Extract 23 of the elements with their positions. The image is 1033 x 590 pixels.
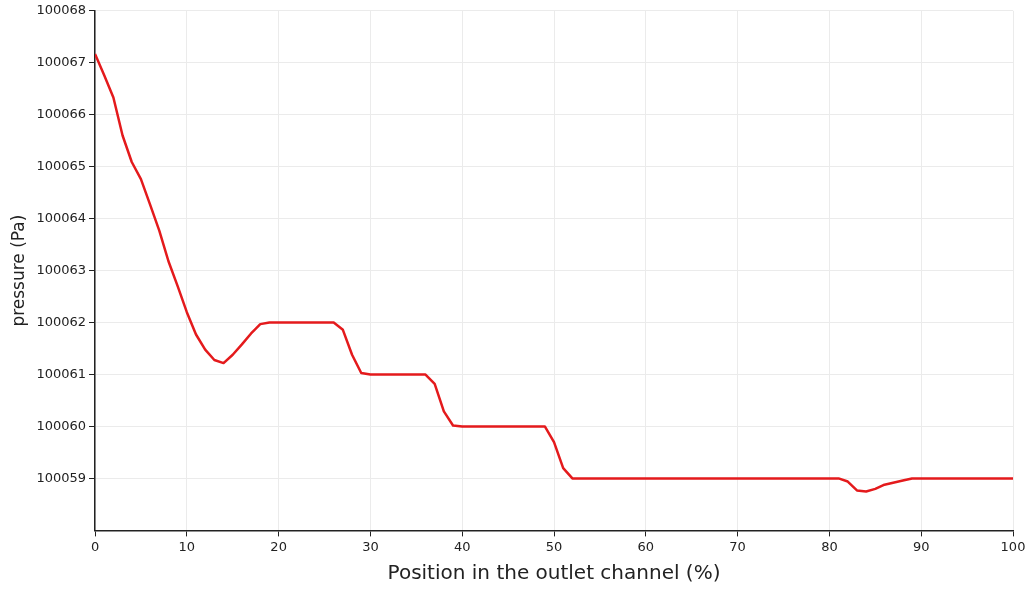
- x-tick-label: 30: [362, 538, 379, 554]
- y-tick-label: 100063: [36, 261, 87, 277]
- y-tick-label: 100061: [36, 365, 87, 381]
- y-tick-label: 100068: [36, 2, 87, 18]
- x-tick-label: 90: [912, 538, 930, 554]
- x-tick-label: 0: [90, 538, 100, 554]
- x-axis-title: Position in the outlet channel (%): [387, 560, 721, 585]
- y-tick-label: 100067: [36, 54, 87, 70]
- x-tick-label: 50: [545, 538, 563, 554]
- y-tick-label: 100060: [36, 417, 87, 433]
- x-tick-label: 10: [178, 538, 196, 554]
- y-tick-label: 100059: [36, 469, 87, 485]
- x-tick-label: 40: [453, 538, 471, 554]
- y-tick-label: 100065: [36, 158, 87, 174]
- y-tick-label: 100066: [36, 106, 87, 122]
- y-axis-title: pressure (Pa): [7, 214, 28, 327]
- x-tick-label: 70: [729, 538, 746, 554]
- x-tick-label: 20: [270, 538, 287, 554]
- y-tick-label: 100062: [36, 313, 87, 329]
- x-tick-label: 100: [1000, 538, 1026, 554]
- x-tick-label: 80: [821, 538, 838, 554]
- x-tick-label: 60: [637, 538, 655, 554]
- y-tick-label: 100064: [36, 210, 87, 226]
